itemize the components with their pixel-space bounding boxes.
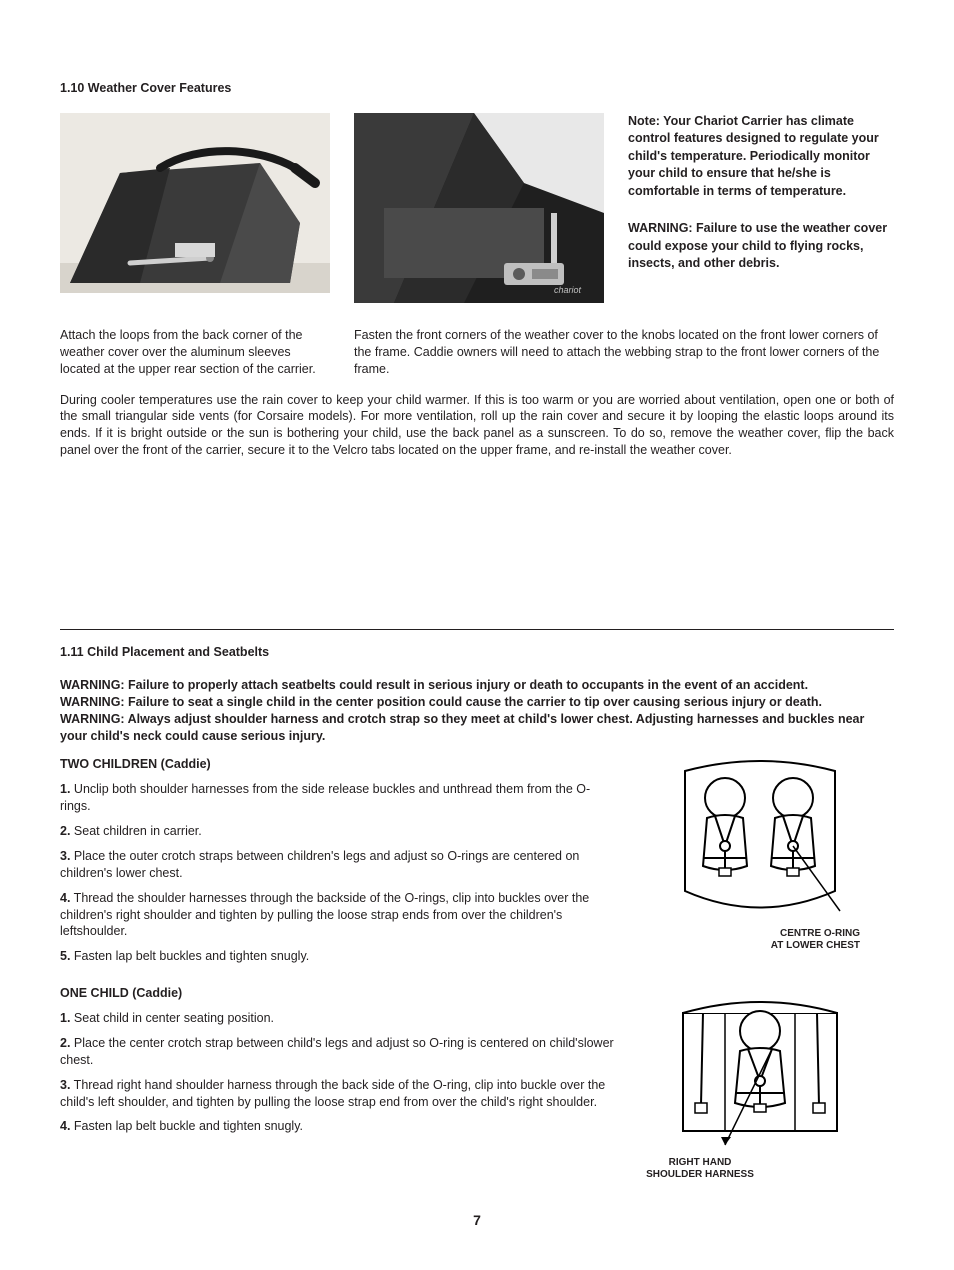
weather-cover-photo-1 bbox=[60, 113, 330, 293]
notes-column: Note: Your Chariot Carrier has climate c… bbox=[628, 113, 894, 303]
photo-2-column: chariot bbox=[354, 113, 604, 303]
step: 4. Thread the shoulder harnesses through… bbox=[60, 890, 620, 941]
section-111-title: 1.11 Child Placement and Seatbelts bbox=[60, 644, 894, 661]
one-child-diagram-column: RIGHT HAND SHOULDER HARNESS bbox=[650, 985, 870, 1181]
step: 1. Seat child in center seating position… bbox=[60, 1010, 620, 1027]
section-110-body: During cooler temperatures use the rain … bbox=[60, 392, 894, 460]
two-children-diagram-column: CENTRE O-RING AT LOWER CHEST bbox=[650, 756, 870, 985]
one-child-steps: 1. Seat child in center seating position… bbox=[60, 1010, 620, 1135]
two-children-diagram-label: CENTRE O-RING AT LOWER CHEST bbox=[660, 928, 860, 952]
svg-text:chariot: chariot bbox=[554, 285, 582, 295]
warning-1: WARNING: Failure to properly attach seat… bbox=[60, 677, 894, 694]
two-children-heading: TWO CHILDREN (Caddie) bbox=[60, 756, 620, 773]
one-child-diagram bbox=[665, 985, 855, 1155]
climate-note: Note: Your Chariot Carrier has climate c… bbox=[628, 113, 894, 201]
one-child-heading: ONE CHILD (Caddie) bbox=[60, 985, 620, 1002]
step: 2. Place the center crotch strap between… bbox=[60, 1035, 620, 1069]
two-children-block: TWO CHILDREN (Caddie) 1. Unclip both sho… bbox=[60, 756, 894, 985]
one-child-diagram-label: RIGHT HAND SHOULDER HARNESS bbox=[630, 1157, 770, 1181]
label-line-2: AT LOWER CHEST bbox=[771, 940, 860, 951]
step: 3. Thread right hand shoulder harness th… bbox=[60, 1077, 620, 1111]
step: 2. Seat children in carrier. bbox=[60, 823, 620, 840]
label-line-2: SHOULDER HARNESS bbox=[646, 1169, 754, 1180]
label-line-1: RIGHT HAND bbox=[669, 1157, 732, 1168]
photo-1-caption: Attach the loops from the back corner of… bbox=[60, 327, 330, 378]
caption-row: Attach the loops from the back corner of… bbox=[60, 317, 894, 378]
two-children-diagram bbox=[665, 756, 855, 926]
weather-cover-warning: WARNING: Failure to use the weather cove… bbox=[628, 220, 894, 273]
step: 3. Place the outer crotch straps between… bbox=[60, 848, 620, 882]
top-row: chariot Note: Your Chariot Carrier has c… bbox=[60, 113, 894, 303]
one-child-block: ONE CHILD (Caddie) 1. Seat child in cent… bbox=[60, 985, 894, 1181]
step: 1. Unclip both shoulder harnesses from t… bbox=[60, 781, 620, 815]
photo-2-caption: Fasten the front corners of the weather … bbox=[354, 327, 894, 378]
step: 5. Fasten lap belt buckles and tighten s… bbox=[60, 948, 620, 965]
two-children-steps: 1. Unclip both shoulder harnesses from t… bbox=[60, 781, 620, 965]
warning-3: WARNING: Always adjust shoulder harness … bbox=[60, 711, 894, 745]
label-line-1: CENTRE O-RING bbox=[780, 928, 860, 939]
section-divider bbox=[60, 629, 894, 630]
weather-cover-photo-2: chariot bbox=[354, 113, 604, 303]
section-111-warnings: WARNING: Failure to properly attach seat… bbox=[60, 677, 894, 745]
page-number: 7 bbox=[60, 1211, 894, 1230]
photo-1-column bbox=[60, 113, 330, 303]
step: 4. Fasten lap belt buckle and tighten sn… bbox=[60, 1118, 620, 1135]
warning-2: WARNING: Failure to seat a single child … bbox=[60, 694, 894, 711]
section-110-title: 1.10 Weather Cover Features bbox=[60, 80, 894, 97]
